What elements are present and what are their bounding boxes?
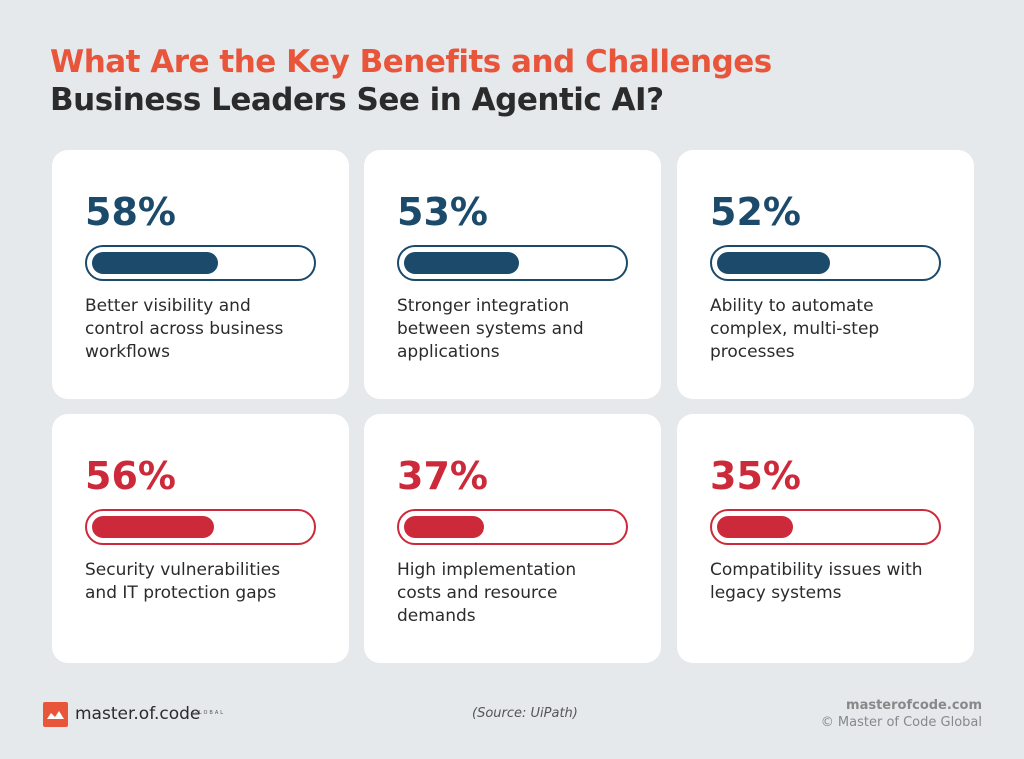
percentage: 35% (710, 454, 801, 498)
bar-fill (92, 516, 214, 538)
percentage: 52% (710, 190, 801, 234)
bar-track (397, 245, 628, 281)
description-line: Stronger integration (397, 296, 570, 316)
bar-fill (404, 252, 519, 274)
description-line: control across business (85, 319, 284, 339)
bar-track (710, 509, 941, 545)
card: 37% High implementation costs and resource… (364, 414, 661, 663)
description-line: legacy systems (710, 583, 842, 603)
bar-fill (404, 516, 485, 538)
description-line: workflows (85, 342, 171, 362)
bar-fill (717, 252, 830, 274)
description: Stronger integration between systems and a… (397, 295, 584, 364)
bar-track (710, 245, 941, 281)
description-line: between systems and (397, 319, 584, 339)
card: 52% Ability to automate complex, multi-ste… (677, 150, 974, 399)
description: Security vulnerabilities and IT protectio… (85, 559, 280, 605)
copyright: © Master of Code Global (820, 715, 982, 730)
source: (Source: UiPath) (472, 706, 578, 721)
description-line: Security vulnerabilities (85, 560, 281, 580)
description: Better visibility and control across busi… (85, 295, 283, 364)
title-line: What Are the Key Benefits and Challenges (50, 44, 772, 80)
card: 56% Security vulnerabilities and IT protec… (52, 414, 349, 663)
bar-track (85, 509, 316, 545)
percentage: 53% (397, 190, 488, 234)
logo-glyph (47, 711, 64, 719)
title-line: Business Leaders See in Agentic AI? (50, 82, 664, 118)
site: masterofcode.com (846, 698, 982, 713)
description: Compatibility issues with legacy systems (710, 559, 923, 605)
description-line: costs and resource (397, 583, 558, 603)
bar-track (397, 509, 628, 545)
description-line: processes (710, 342, 795, 362)
card: 58% Better visibility and control across b… (52, 150, 349, 399)
description-line: Compatibility issues with (710, 560, 923, 580)
description: Ability to automate complex, multi-step pr… (710, 295, 879, 364)
description-line: Better visibility and (85, 296, 251, 316)
description-line: applications (397, 342, 500, 362)
logo-icon (43, 702, 68, 727)
bar-track (85, 245, 316, 281)
percentage: 37% (397, 454, 488, 498)
logo-sub: GLOBAL (193, 710, 226, 716)
percentage: 58% (85, 190, 176, 234)
card: 53% Stronger integration between systems a… (364, 150, 661, 399)
percentage: 56% (85, 454, 176, 498)
description-line: High implementation (397, 560, 577, 580)
card: 35% Compatibility issues with legacy syste… (677, 414, 974, 663)
description-line: Ability to automate (710, 296, 874, 316)
description-line: complex, multi-step (710, 319, 880, 339)
bar-fill (92, 252, 218, 274)
description-line: and IT protection gaps (85, 583, 277, 603)
description-line: demands (397, 606, 476, 626)
logo-text: master.of.code (75, 704, 201, 724)
description: High implementation costs and resource dem… (397, 559, 576, 628)
bar-fill (717, 516, 793, 538)
